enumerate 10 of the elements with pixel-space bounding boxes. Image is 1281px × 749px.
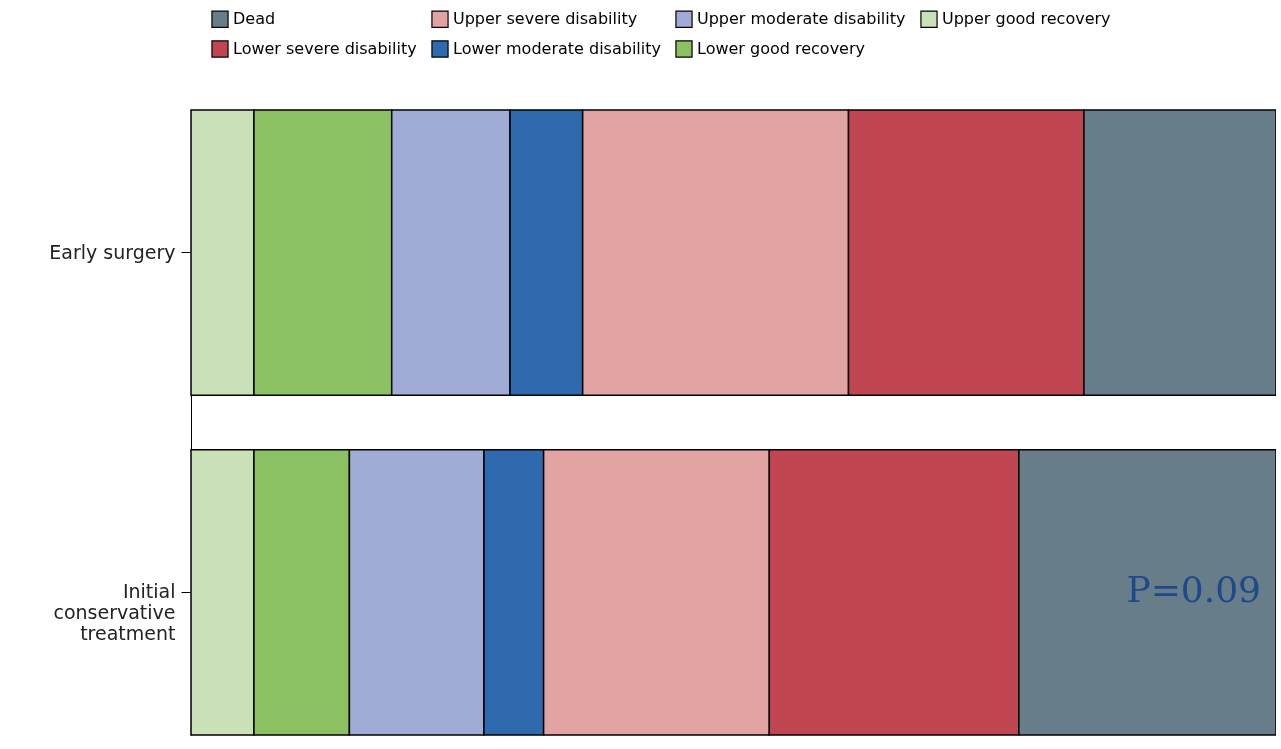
y-tick-label: Early surgery [49,240,176,263]
legend-label: Lower moderate disability [453,39,661,58]
y-tick-label: Initial conservative treatment [53,580,176,645]
legend-label: Dead [233,9,276,29]
legend-label: Upper moderate disability [697,9,906,29]
legend-label: Lower good recovery [697,39,866,58]
legend-label: Upper severe disability [453,9,638,29]
legend-label: Lower severe disability [233,39,417,58]
annotation: P=0.09 [1126,569,1261,611]
legend-label: Upper good recovery [942,9,1111,29]
